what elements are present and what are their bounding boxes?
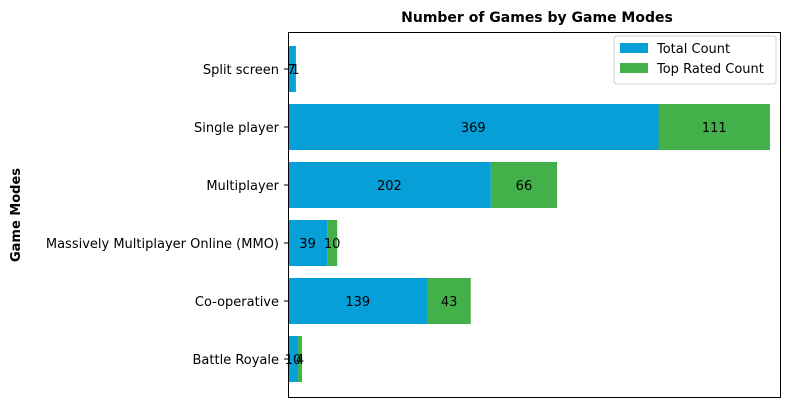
legend-swatch <box>620 43 648 53</box>
bar-top-rated-count <box>295 46 297 92</box>
bar-top-rated-count <box>298 336 303 382</box>
legend-entry: Top Rated Count <box>656 62 764 77</box>
y-tick-label: Split screen <box>203 63 279 78</box>
y-tick-label: Massively Multiplayer Online (MMO) <box>46 237 279 252</box>
bar-total-count <box>288 278 428 324</box>
data-label: 139 <box>345 295 370 310</box>
bar-total-count <box>288 162 491 208</box>
data-label: 4 <box>296 353 304 368</box>
bar-top-rated-count <box>490 162 558 208</box>
y-tick-layer: Battle Royale Co-operative Massively Multi… <box>46 63 288 368</box>
data-label: 43 <box>441 295 458 310</box>
plot-frame <box>288 32 781 398</box>
y-tick-label: Battle Royale <box>193 353 280 368</box>
bar-top-rated-count <box>427 278 471 324</box>
legend-swatch <box>620 63 648 73</box>
legend: Total Count Top Rated Count <box>613 35 777 85</box>
bar-total-count <box>288 220 328 266</box>
y-tick-label: Co-operative <box>195 295 279 310</box>
bar-top-rated-count <box>658 104 770 150</box>
data-label: 369 <box>461 121 486 136</box>
y-tick-label: Multiplayer <box>206 179 279 194</box>
legend-entry: Total Count <box>656 42 730 57</box>
bar-total-count <box>288 46 296 92</box>
chart-title: Number of Games by Game Modes <box>401 10 673 26</box>
data-label: 202 <box>377 179 402 194</box>
data-label: 66 <box>516 179 533 194</box>
bar-top-rated-count <box>327 220 338 266</box>
bars-layer <box>288 46 770 382</box>
data-label: 1 <box>291 63 299 78</box>
bar-total-count <box>288 104 659 150</box>
data-label: 7 <box>287 63 295 78</box>
data-label: 111 <box>702 121 727 136</box>
data-label: 10 <box>324 237 341 252</box>
legend-box <box>613 35 777 85</box>
bar-total-count <box>288 336 299 382</box>
y-axis-label: Game Modes <box>9 168 24 262</box>
data-label: 39 <box>299 237 316 252</box>
y-tick-label: Single player <box>194 121 280 136</box>
